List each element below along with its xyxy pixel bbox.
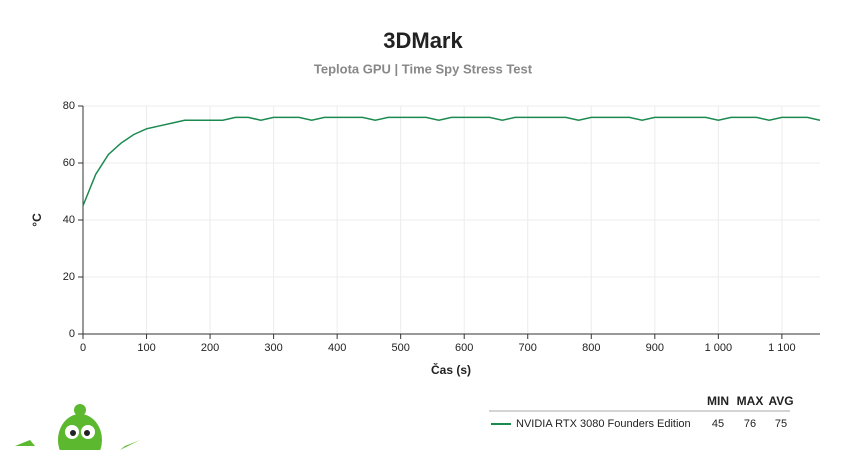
x-tick-label: 1 000 — [705, 342, 733, 354]
x-tick-label: 0 — [80, 342, 86, 354]
x-tick-label: 200 — [201, 342, 219, 354]
y-tick-label: 60 — [63, 157, 75, 169]
y-tick-label: 80 — [63, 100, 75, 112]
x-tick-label: 800 — [582, 342, 600, 354]
x-tick-label: 700 — [519, 342, 537, 354]
legend-stat: 76 — [744, 418, 756, 430]
x-tick-label: 900 — [646, 342, 664, 354]
y-tick-label: 20 — [63, 271, 75, 283]
x-axis-label: Čas (s) — [431, 362, 471, 377]
x-tick-label: 500 — [391, 342, 409, 354]
legend-label: NVIDIA RTX 3080 Founders Edition — [516, 418, 691, 430]
legend-stat: 45 — [712, 418, 724, 430]
legend-header: MAX — [737, 394, 764, 408]
x-tick-label: 300 — [264, 342, 282, 354]
legend-header: AVG — [768, 394, 793, 408]
x-tick-label: 100 — [137, 342, 155, 354]
y-tick-label: 0 — [69, 328, 75, 340]
y-tick-label: 40 — [63, 214, 75, 226]
legend-header: MIN — [707, 394, 729, 408]
x-tick-label: 400 — [328, 342, 346, 354]
x-tick-label: 600 — [455, 342, 473, 354]
chart-subtitle: Teplota GPU | Time Spy Stress Test — [314, 61, 533, 76]
mascot — [15, 404, 140, 450]
x-tick-label: 1 100 — [768, 342, 796, 354]
data-line — [82, 116, 821, 207]
legend-stat: 75 — [775, 418, 787, 430]
y-axis-label: °C — [30, 213, 44, 227]
chart-title: 3DMark — [383, 28, 463, 53]
